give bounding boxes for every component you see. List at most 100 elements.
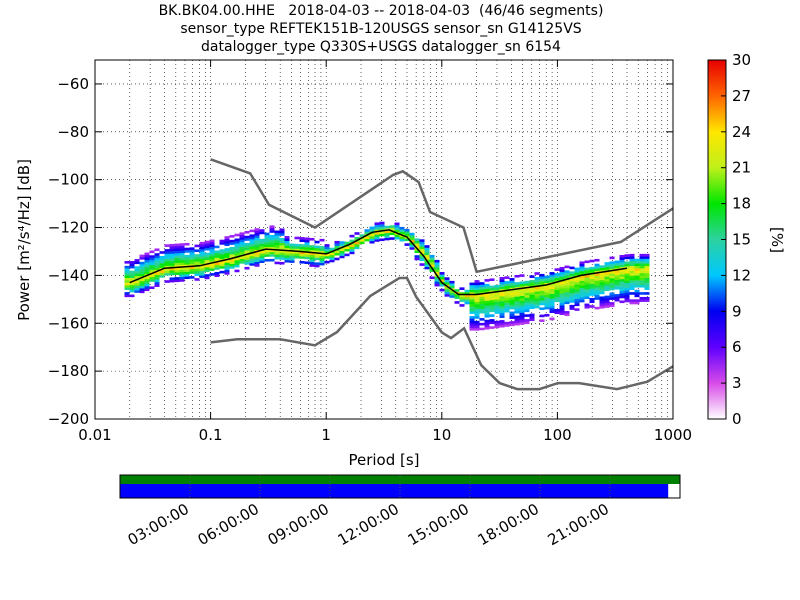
heatmap-cell: [544, 285, 550, 288]
heatmap-cell: [629, 256, 635, 259]
heatmap-cell: [574, 296, 580, 299]
heatmap-cell: [614, 265, 620, 268]
heatmap-cell: [179, 257, 185, 261]
heatmap-cell: [444, 286, 450, 290]
heatmap-cell: [569, 297, 575, 301]
heatmap-cell: [209, 246, 215, 250]
heatmap-cell: [169, 277, 175, 281]
heatmap-cell: [134, 261, 140, 265]
heatmap-cell: [274, 230, 280, 234]
heatmap-cell: [504, 285, 510, 289]
heatmap-cell: [559, 305, 565, 308]
heatmap-cell: [644, 299, 650, 302]
heatmap-cell: [279, 233, 285, 236]
heatmap-cell: [579, 280, 585, 284]
heatmap-cell: [584, 289, 590, 292]
heatmap-cell: [174, 262, 180, 266]
heatmap-cell: [539, 314, 545, 318]
heatmap-cell: [149, 255, 155, 258]
heatmap-cell: [524, 307, 530, 310]
heatmap-cell: [639, 282, 645, 286]
heatmap-cell: [149, 269, 155, 273]
heatmap-cell: [209, 263, 215, 267]
heatmap-cell: [459, 294, 465, 298]
heatmap-cell: [559, 274, 565, 277]
heatmap-cell: [494, 299, 500, 302]
heatmap-cell: [374, 236, 380, 240]
heatmap-cell: [564, 287, 570, 290]
heatmap-cell: [619, 286, 625, 289]
heatmap-cell: [509, 285, 515, 288]
heatmap-cell: [374, 239, 380, 242]
heatmap-cell: [314, 255, 320, 258]
heatmap-cell: [509, 306, 515, 310]
heatmap-cell: [139, 257, 145, 260]
heatmap-cell: [424, 266, 430, 270]
heatmap-cell: [209, 258, 215, 262]
heatmap-cell: [349, 244, 355, 248]
colorbar-tick-label: 24: [732, 123, 751, 141]
heatmap-cell: [179, 252, 185, 256]
heatmap-cell: [169, 267, 175, 271]
heatmap-cell: [524, 285, 530, 289]
heatmap-cell: [599, 282, 605, 285]
heatmap-cell: [549, 279, 555, 282]
heatmap-cell: [609, 275, 615, 279]
heatmap-cell: [319, 255, 325, 259]
heatmap-cell: [304, 251, 310, 255]
heatmap-cell: [629, 261, 635, 264]
heatmap-cell: [624, 294, 630, 298]
heatmap-cell: [544, 275, 550, 279]
heatmap-cell: [244, 242, 250, 246]
heatmap-cell: [239, 249, 245, 252]
heatmap-cell: [474, 299, 480, 302]
heatmap-cell: [354, 232, 360, 235]
heatmap-cell: [624, 297, 630, 300]
heatmap-cell: [294, 243, 300, 247]
heatmap-cell: [469, 304, 475, 307]
heatmap-cell: [249, 255, 255, 259]
heatmap-cell: [569, 292, 575, 296]
heatmap-cell: [254, 261, 260, 265]
heatmap-cell: [179, 262, 185, 266]
heatmap-cell: [574, 301, 580, 304]
heatmap-cell: [579, 271, 585, 274]
heatmap-cell: [224, 262, 230, 266]
heatmap-cell: [139, 266, 145, 270]
heatmap-cell: [204, 245, 210, 249]
heatmap-cell: [624, 266, 630, 269]
heatmap-cell: [574, 291, 580, 295]
heatmap-cell: [269, 251, 275, 255]
heatmap-cell: [179, 243, 185, 246]
heatmap-cell: [214, 274, 220, 277]
heatmap-cell: [644, 258, 650, 262]
heatmap-cell: [239, 256, 245, 259]
heatmap-cell: [414, 257, 420, 261]
heatmap-cell: [249, 229, 255, 233]
heatmap-cell: [504, 293, 510, 296]
heatmap-cell: [194, 270, 200, 274]
heatmap-cell: [124, 284, 130, 288]
heatmap-cell: [309, 257, 315, 260]
heatmap-cell: [629, 284, 635, 288]
heatmap-cell: [344, 253, 350, 257]
heatmap-cell: [519, 317, 525, 320]
heatmap-cell: [529, 299, 535, 302]
heatmap-cell: [294, 253, 300, 257]
heatmap-cell: [269, 242, 275, 245]
heatmap-cell: [554, 289, 560, 293]
heatmap-cell: [564, 284, 570, 288]
heatmap-cell: [544, 294, 550, 298]
heatmap-cell: [609, 282, 615, 286]
heatmap-cell: [619, 293, 625, 296]
heatmap-cell: [549, 296, 555, 299]
y-tick-label: −100: [48, 171, 89, 189]
heatmap-cell: [259, 260, 265, 263]
heatmap-cell: [574, 289, 580, 292]
heatmap-cell: [224, 238, 230, 242]
heatmap-cell: [499, 281, 505, 285]
heatmap-cell: [264, 239, 270, 243]
heatmap-cell: [334, 250, 340, 254]
heatmap-cell: [254, 240, 260, 243]
heatmap-cell: [184, 274, 190, 277]
